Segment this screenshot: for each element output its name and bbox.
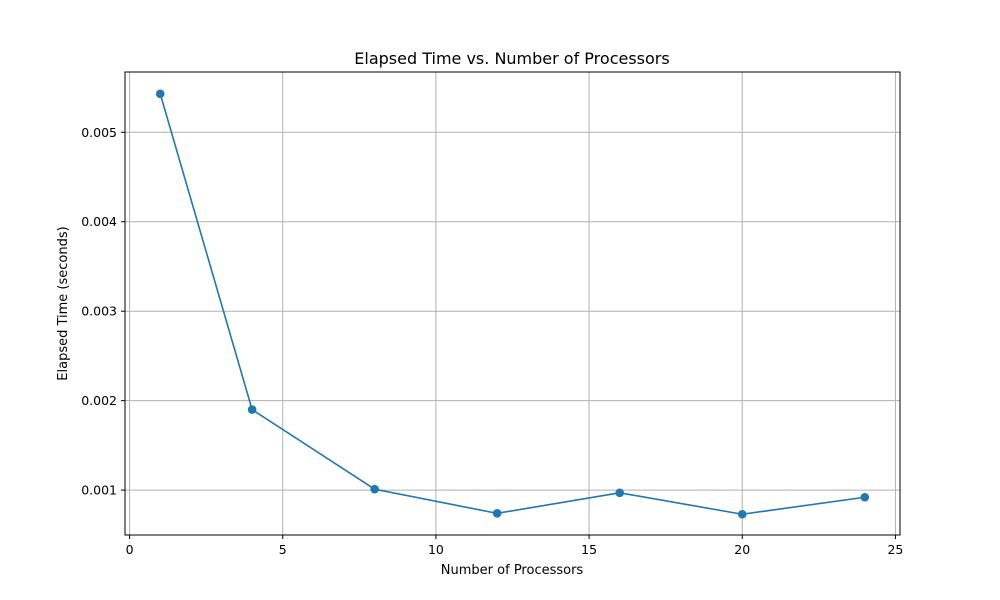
data-point — [860, 492, 870, 502]
x-axis-label: Number of Processors — [441, 563, 584, 578]
series-layer — [155, 89, 870, 519]
data-point — [615, 488, 625, 498]
x-tick-label: 10 — [428, 542, 444, 557]
x-tick-label: 15 — [581, 542, 597, 557]
y-tick-label: 0.003 — [81, 304, 117, 319]
x-tick-label: 25 — [887, 542, 903, 557]
chart-title: Elapsed Time vs. Number of Processors — [354, 49, 669, 68]
y-axis-label: Elapsed Time (seconds) — [56, 226, 71, 380]
y-tick-label: 0.001 — [81, 483, 117, 498]
data-point — [492, 509, 502, 518]
data-point — [370, 484, 379, 494]
x-tick-label: 0 — [126, 542, 134, 557]
grid-lines — [125, 72, 900, 535]
y-axis-ticks: 0.001 0.002 0.003 0.004 0.005 — [81, 125, 125, 498]
data-point — [737, 509, 747, 519]
x-axis-ticks: 0 5 10 15 20 25 — [126, 535, 903, 557]
y-tick-label: 0.004 — [81, 214, 117, 229]
y-tick-label: 0.005 — [81, 125, 117, 140]
plot-frame — [124, 71, 901, 536]
x-tick-label: 5 — [279, 542, 287, 557]
data-point — [247, 405, 257, 414]
data-point — [155, 89, 165, 99]
y-tick-label: 0.002 — [81, 393, 117, 408]
x-tick-label: 20 — [734, 542, 750, 557]
